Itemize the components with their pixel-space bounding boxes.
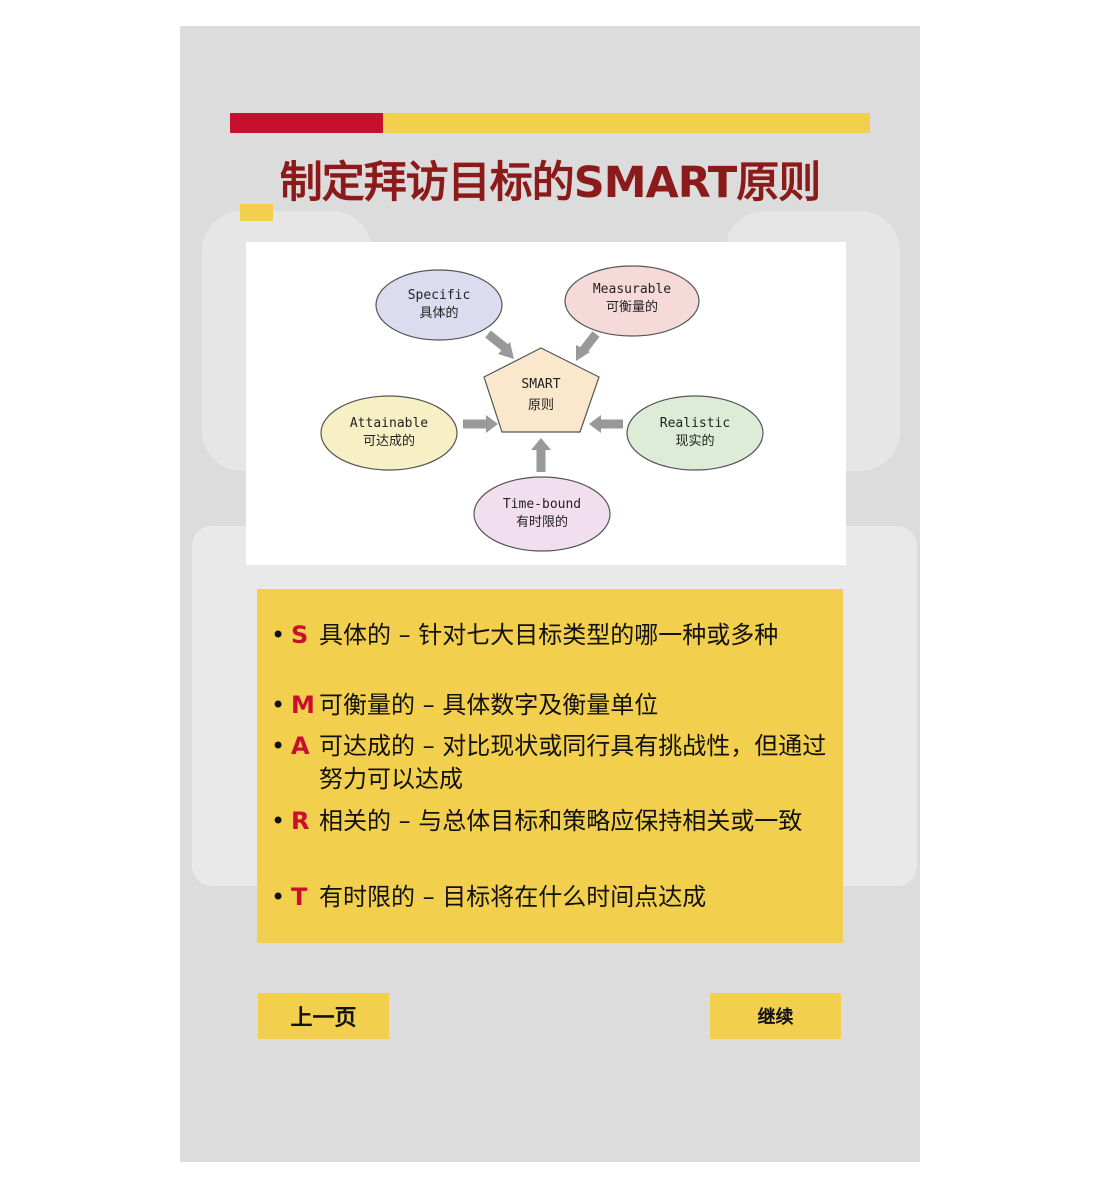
item-text: 可达成的 – 对比现状或同行具有挑战性，但通过努力可以达成 bbox=[319, 732, 827, 793]
node-attainable-en: Attainable bbox=[350, 416, 428, 431]
node-measurable bbox=[564, 265, 700, 337]
node-measurable-en: Measurable bbox=[593, 282, 671, 297]
item-text: 相关的 – 与总体目标和策略应保持相关或一致 bbox=[319, 807, 803, 835]
item-letter: S bbox=[291, 621, 309, 649]
arrow-measurable bbox=[578, 331, 600, 355]
bullet: • bbox=[271, 621, 286, 649]
node-timebound bbox=[473, 476, 611, 552]
item-letter: T bbox=[291, 883, 308, 911]
node-attainable bbox=[320, 395, 458, 471]
page-title: 制定拜访目标的SMART原则 bbox=[279, 158, 822, 208]
center-label-zh: 原则 bbox=[528, 398, 554, 413]
item-text: 具体的 – 针对七大目标类型的哪一种或多种 bbox=[319, 621, 779, 649]
slide-panel: 制定拜访目标的SMART原则 bbox=[180, 26, 920, 1162]
arrow-heads bbox=[486, 342, 601, 450]
smart-center-pentagon bbox=[483, 347, 600, 433]
bullet: • bbox=[271, 732, 286, 760]
header-bar-yellow bbox=[383, 113, 870, 133]
item-text: 有时限的 – 目标将在什么时间点达成 bbox=[319, 883, 707, 911]
item-letter: A bbox=[291, 732, 310, 760]
smart-diagram: SMART 原则 Specific 具体的 Measurable 可衡量的 At… bbox=[246, 242, 846, 565]
node-specific-en: Specific bbox=[408, 288, 471, 303]
node-timebound-en: Time-bound bbox=[503, 497, 581, 512]
node-realistic bbox=[626, 395, 764, 471]
previous-page-button[interactable]: 上一页 bbox=[258, 993, 389, 1039]
node-specific bbox=[375, 269, 503, 341]
node-measurable-zh: 可衡量的 bbox=[606, 299, 658, 315]
smart-principles-card: • S 具体的 – 针对七大目标类型的哪一种或多种 • M 可衡量的 – 具体数… bbox=[257, 589, 843, 943]
smart-diagram-svg: SMART 原则 Specific 具体的 Measurable 可衡量的 At… bbox=[320, 265, 764, 552]
header-bar-red bbox=[230, 113, 383, 133]
node-specific-zh: 具体的 bbox=[419, 305, 458, 321]
node-realistic-zh: 现实的 bbox=[675, 433, 714, 449]
item-letter: M bbox=[291, 691, 315, 719]
node-timebound-zh: 有时限的 bbox=[516, 514, 568, 530]
bullet: • bbox=[271, 691, 286, 719]
bullet: • bbox=[271, 883, 286, 911]
center-label-en: SMART bbox=[521, 377, 560, 392]
node-attainable-zh: 可达成的 bbox=[363, 433, 415, 449]
node-realistic-en: Realistic bbox=[660, 416, 730, 431]
arrows bbox=[463, 330, 623, 472]
continue-button[interactable]: 继续 bbox=[710, 993, 841, 1039]
arrow-specific bbox=[485, 330, 511, 354]
title-accent-bar bbox=[240, 204, 273, 221]
item-letter: R bbox=[291, 807, 310, 835]
item-text: 可衡量的 – 具体数字及衡量单位 bbox=[319, 691, 659, 719]
bullet: • bbox=[271, 807, 286, 835]
